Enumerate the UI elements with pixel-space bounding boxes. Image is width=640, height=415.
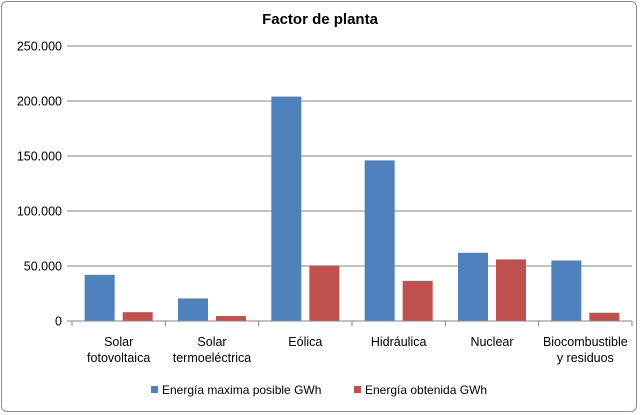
y-tick-label: 0 [55,315,62,329]
bar-obtained [309,265,340,321]
category-label: Nuclear [470,335,513,349]
category-label: y residuos [557,351,614,365]
bar-obtained [122,312,153,321]
bar-obtained [402,280,433,321]
legend: Energía maxima posible GWh Energía obteni… [151,383,487,397]
category-label: fotovoltaica [87,351,150,365]
legend-swatch [354,386,361,393]
bar-obtained [496,259,526,321]
legend-label: Energía obtenida GWh [365,383,487,397]
legend-label: Energía maxima posible GWh [162,383,321,397]
bar-obtained [216,316,246,321]
legend-item-max-possible: Energía maxima posible GWh [151,383,321,397]
bars [84,96,620,321]
y-tick-label: 200.000 [17,95,62,109]
bar-max-possible [84,274,115,321]
x-axis-categories: Solar fotovoltaica Solar termoeléctrica Eóli… [87,335,628,365]
category-label: Hidráulica [371,335,427,349]
x-axis [71,320,633,326]
category-label: termoeléctrica [173,351,252,365]
bar-max-possible [271,96,302,321]
y-tick-label: 50.000 [24,260,62,274]
category-label: Biocombustible [543,335,628,349]
legend-item-obtained: Energía obtenida GWh [354,383,487,397]
legend-swatch [151,386,158,393]
y-tick-label: 150.000 [17,150,62,164]
bar-max-possible [551,260,582,321]
y-tick-label: 250.000 [17,40,62,54]
bar-obtained [589,312,620,321]
category-label: Solar [197,335,226,349]
bar-max-possible [458,252,488,321]
chart-title: Factor de planta [262,11,379,28]
y-tick-label: 100.000 [17,205,62,219]
bar-max-possible [178,298,208,321]
category-label: Solar [104,335,133,349]
y-axis-ticks: 0 50.000 100.000 150.000 200.000 250.000 [17,40,72,329]
bar-max-possible [364,160,395,321]
category-label: Eólica [288,335,322,349]
gridlines [72,45,632,267]
